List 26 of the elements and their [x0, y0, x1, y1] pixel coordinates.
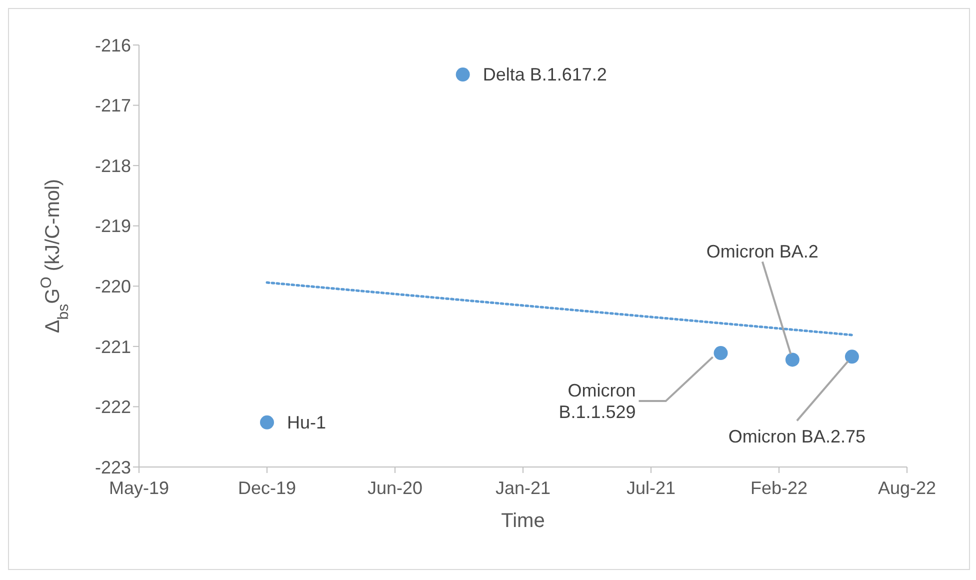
y-tick-label: -221 — [94, 336, 131, 357]
point — [785, 352, 800, 367]
y-tick-label: -222 — [94, 397, 131, 418]
x-tick-label: Feb-22 — [750, 478, 808, 498]
point — [844, 350, 859, 364]
y-tick-label: -219 — [94, 216, 131, 236]
x-tick-label: Jun-20 — [367, 478, 423, 498]
x-axis-title: Time — [501, 510, 545, 532]
annotation: Hu-1 — [287, 412, 326, 432]
y-tick-label: -220 — [94, 276, 131, 297]
y-tick-label: -216 — [94, 35, 131, 56]
annotation: Omicron BA.2.75 — [728, 426, 866, 447]
x-tick-label: May-19 — [108, 478, 170, 498]
x-tick-label: Dec-19 — [238, 478, 296, 498]
annotation: Omicron BA.2 — [706, 242, 818, 262]
y-tick-label: -218 — [94, 156, 131, 176]
point — [260, 415, 274, 430]
annotation: Delta B.1.617.2 — [482, 64, 607, 85]
x-tick-label: Jan-21 — [495, 478, 551, 498]
annotation: Omicron B.1.1.529 — [558, 380, 636, 422]
y-tick-label: -217 — [94, 96, 131, 116]
point — [714, 346, 728, 360]
y-tick-label: -223 — [94, 457, 131, 478]
x-tick-label: Jul-21 — [626, 478, 676, 498]
x-tick-label: Aug-22 — [878, 478, 936, 498]
point — [456, 68, 470, 82]
